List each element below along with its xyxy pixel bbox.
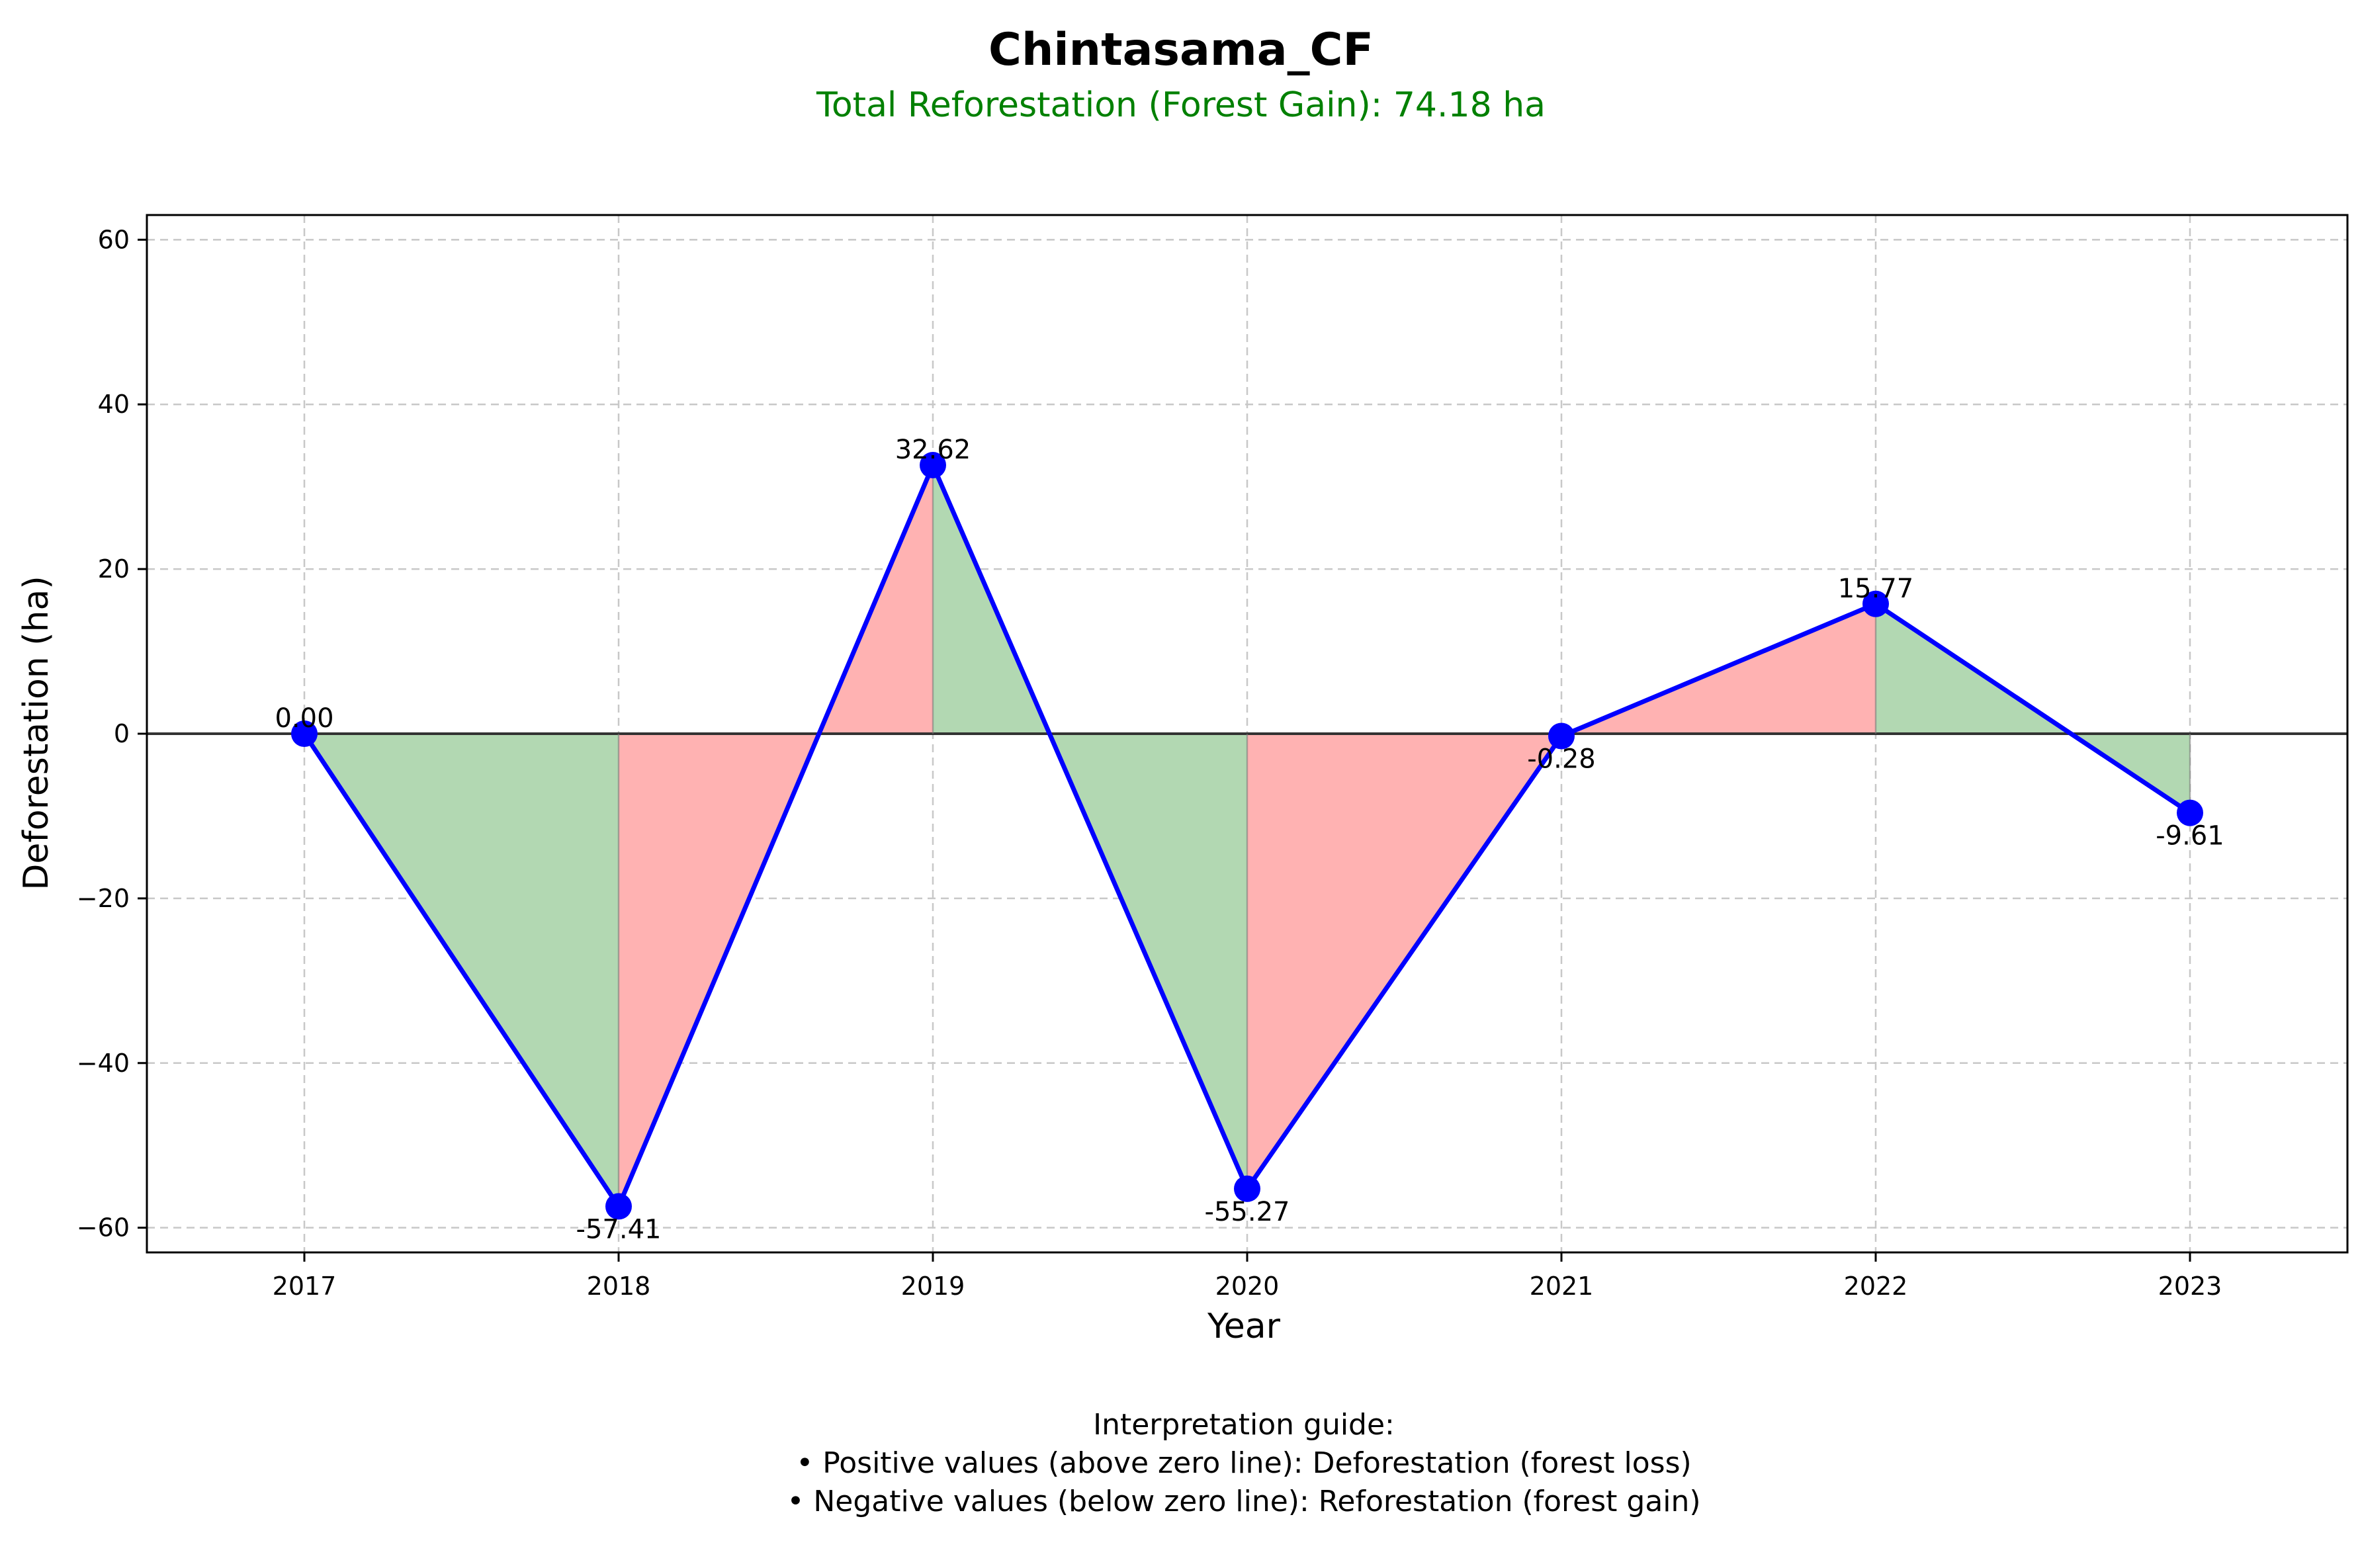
data-label-2023: -9.61 bbox=[2156, 821, 2224, 851]
y-tick-label-20: 20 bbox=[98, 554, 130, 584]
x-tick-label-2020: 2020 bbox=[1215, 1272, 1280, 1301]
x-tick-label-2022: 2022 bbox=[1844, 1272, 1908, 1301]
data-point-2023 bbox=[2177, 799, 2203, 826]
guide-positive: • Positive values (above zero line): Def… bbox=[796, 1446, 1691, 1480]
y-tick-label-0: 0 bbox=[114, 719, 130, 748]
data-label-2018: -57.41 bbox=[576, 1214, 662, 1244]
x-tick-label-2018: 2018 bbox=[587, 1272, 651, 1301]
y-tick-label-60: 60 bbox=[98, 225, 130, 254]
data-point-2018 bbox=[605, 1193, 632, 1220]
data-point-2022 bbox=[1862, 590, 1889, 617]
y-tick-label-40: 40 bbox=[98, 390, 130, 419]
data-point-2020 bbox=[1234, 1175, 1260, 1202]
data-point-2019 bbox=[920, 452, 946, 479]
x-tick-label-2023: 2023 bbox=[2158, 1272, 2222, 1301]
x-tick-label-2021: 2021 bbox=[1530, 1272, 1594, 1301]
x-tick-label-2017: 2017 bbox=[273, 1272, 337, 1301]
y-tick-label-−20: −20 bbox=[77, 884, 130, 913]
data-label-2020: -55.27 bbox=[1205, 1197, 1290, 1227]
x-axis-label: Year bbox=[1207, 1307, 1281, 1346]
y-tick-label-−40: −40 bbox=[77, 1049, 130, 1078]
data-label-2019: 32.62 bbox=[895, 435, 971, 465]
chart-title: Chintasama_CF bbox=[988, 24, 1374, 76]
x-ticks: 2017 2018 2019 2020 2021 2022 2023 bbox=[273, 1252, 2222, 1301]
x-tick-label-2019: 2019 bbox=[901, 1272, 965, 1301]
chart-subtitle: Total Reforestation (Forest Gain): 74.18… bbox=[816, 85, 1546, 125]
y-tick-label-−60: −60 bbox=[77, 1213, 130, 1242]
guide-negative: • Negative values (below zero line): Ref… bbox=[787, 1485, 1700, 1518]
y-axis-label: Deforestation (ha) bbox=[17, 576, 56, 890]
data-point-2021 bbox=[1548, 722, 1575, 750]
data-label-2022: 15.77 bbox=[1838, 574, 1914, 604]
y-ticks: 60 40 20 0 −20 −40 −60 bbox=[77, 225, 147, 1242]
data-points bbox=[291, 452, 2203, 1220]
data-point-2017 bbox=[291, 720, 318, 747]
data-label-2017: 0.00 bbox=[275, 703, 333, 734]
data-label-2021: -0.28 bbox=[1527, 744, 1596, 774]
data-labels: 0.00 -57.41 32.62 -55.27 -0.28 15.77 -9.61 bbox=[275, 435, 2224, 1244]
guide-heading: Interpretation guide: bbox=[1093, 1408, 1395, 1442]
